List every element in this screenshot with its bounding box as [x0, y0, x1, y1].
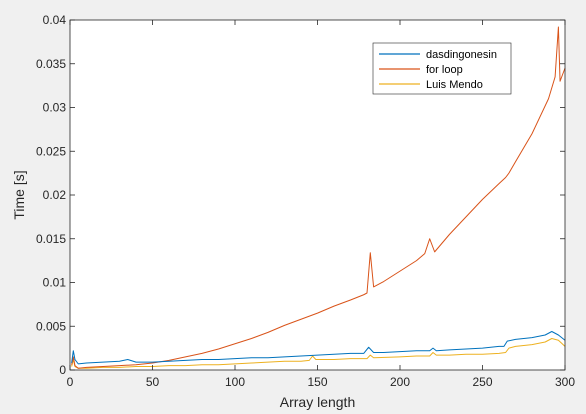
legend-label-for-loop: for loop: [426, 64, 463, 76]
x-tick-label: 200: [390, 375, 410, 389]
legend-label-dasdingonesin: dasdingonesin: [426, 49, 497, 61]
x-axis-label: Array length: [280, 394, 355, 410]
y-tick-label: 0.03: [43, 101, 67, 115]
y-tick-label: 0.025: [36, 144, 66, 158]
y-tick-label: 0.035: [36, 57, 66, 71]
legend: dasdingonesin for loop Luis Mendo: [372, 42, 512, 95]
x-tick-label: 300: [555, 375, 575, 389]
x-tick-label: 150: [307, 375, 327, 389]
series-line-luis-mendo: [71, 338, 566, 369]
y-axis-label: Time [s]: [11, 170, 27, 219]
series-layer: [71, 26, 566, 369]
ticks-layer: 0 50 100 150 200 250 300 0 0.005 0.01 0.015 0.02 0.0…: [36, 13, 575, 389]
y-tick-label: 0.005: [36, 319, 66, 333]
y-tick-label: 0.01: [43, 276, 67, 290]
x-tick-label: 0: [67, 375, 74, 389]
x-tick-label: 250: [472, 375, 492, 389]
x-tick-label: 50: [146, 375, 160, 389]
series-line-for-loop: [71, 26, 566, 369]
series-line-dasdingonesin: [71, 331, 566, 365]
x-tick-label: 100: [225, 375, 245, 389]
y-tick-label: 0.04: [43, 13, 67, 27]
y-tick-label: 0.015: [36, 232, 66, 246]
y-tick-label: 0.02: [43, 188, 67, 202]
legend-label-luis-mendo: Luis Mendo: [426, 79, 483, 91]
y-tick-label: 0: [59, 363, 66, 377]
